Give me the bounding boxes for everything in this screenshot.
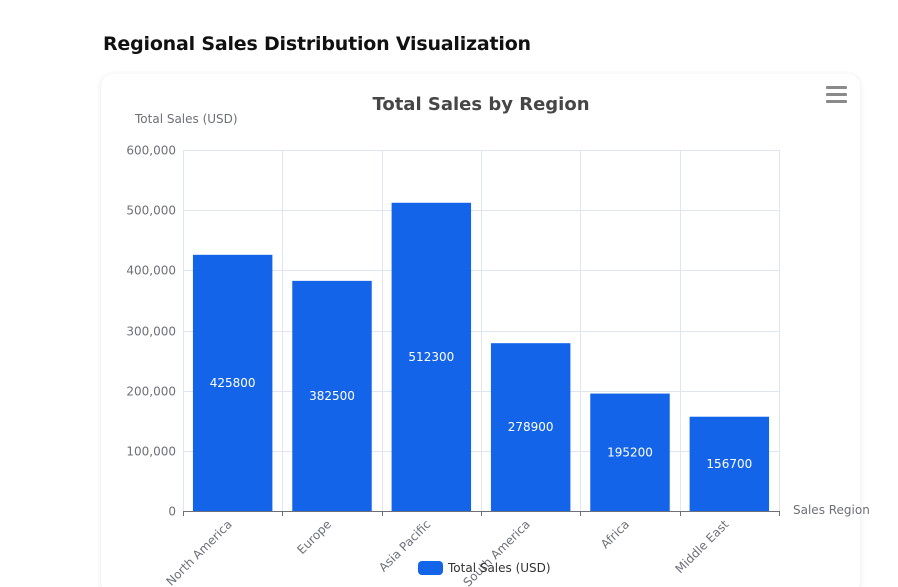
grid-lines [183, 150, 780, 511]
y-tick-label: 400,000 [126, 264, 176, 278]
legend-swatch[interactable] [418, 561, 443, 575]
x-axis-title: Sales Region [793, 503, 870, 517]
y-axis-ticks: 0 100,000 200,000 300,000 400,000 500,000 600,… [126, 144, 176, 519]
y-tick-label: 500,000 [126, 204, 176, 218]
data-label: 156700 [706, 457, 752, 471]
data-label: 382500 [309, 389, 355, 403]
hamburger-menu-icon[interactable] [826, 86, 848, 104]
y-tick-label: 0 [168, 505, 176, 519]
bar[interactable] [590, 393, 670, 511]
bars: 425800 382500 512300 278900 195200 156700 [192, 202, 770, 511]
x-tick-label: South America [461, 517, 533, 587]
data-label: 195200 [607, 445, 653, 459]
x-tick-label: North America [163, 517, 234, 587]
axes [183, 511, 780, 516]
y-axis-title: Total Sales (USD) [134, 112, 238, 126]
x-tick-label: Europe [294, 517, 334, 557]
page-title: Regional Sales Distribution Visualizatio… [103, 33, 531, 55]
y-tick-label: 200,000 [126, 385, 176, 399]
bar[interactable] [292, 280, 372, 511]
x-axis-ticks: North America Europe Asia Pacific South Ame… [163, 517, 731, 587]
x-tick-label: Middle East [673, 517, 732, 576]
data-label: 512300 [408, 350, 454, 364]
y-tick-label: 100,000 [126, 445, 176, 459]
y-tick-label: 600,000 [126, 144, 176, 158]
bar[interactable] [689, 416, 770, 511]
legend[interactable]: Total Sales (USD) [418, 561, 551, 575]
data-label: 278900 [508, 420, 554, 434]
data-label: 425800 [210, 376, 256, 390]
y-tick-label: 300,000 [126, 325, 176, 339]
chart-title: Total Sales by Region [372, 94, 589, 115]
bar[interactable] [490, 343, 571, 511]
bar[interactable] [192, 254, 273, 511]
x-tick-label: Africa [598, 517, 632, 551]
legend-label[interactable]: Total Sales (USD) [447, 561, 551, 575]
bar[interactable] [391, 202, 472, 511]
